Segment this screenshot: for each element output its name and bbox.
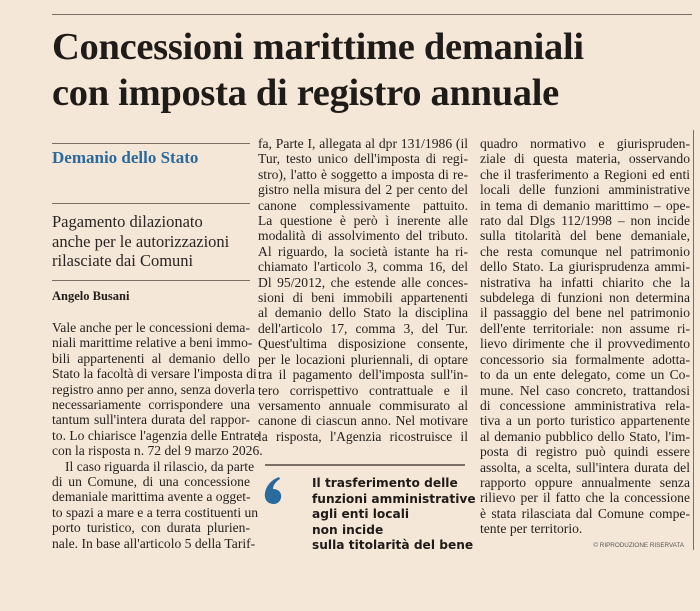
subtitle-line: anche per le autorizzazioni: [52, 231, 230, 251]
body-text-line: La questione è però ì inerente alle: [258, 213, 468, 229]
body-text-line: registro anno per anno, senza doverla: [52, 381, 256, 397]
body-text-line: Stato la facoltà di versare l'imposta di: [52, 366, 257, 382]
author-byline: Angelo Busani: [52, 289, 130, 303]
body-text-line: chiamato l'articolo 3, comma 16, del: [258, 259, 468, 275]
quote-rule: [265, 464, 465, 466]
subtitle-line: Pagamento dilazionato: [52, 212, 203, 231]
body-text-line: porto turistico, con durata plurien-: [52, 520, 250, 536]
body-text-line: tiva a un porto turistico appartenente: [480, 413, 690, 429]
body-text-line: demaniale marittima avente a ogget-: [52, 489, 251, 505]
body-text-line: rilievo per il fatto che la concessione: [480, 490, 690, 506]
kicker: Demanio dello Stato: [52, 148, 199, 167]
body-text-line: sulla titolarità del bene demaniale,: [480, 228, 690, 244]
body-text-line: to spazi a mare e a terra costituenti un: [52, 504, 259, 520]
author-rule: [52, 280, 250, 281]
body-text-line: dello Stato. La giurisprudenza ammi-: [480, 259, 690, 275]
body-text-line: mune. Nel caso concreto, trattandosi: [480, 382, 690, 398]
body-text-line: nale. In base all'articolo 5 della Tarif…: [52, 535, 256, 551]
pull-quote-line: non incide: [312, 522, 384, 537]
body-text-line: la risposta, l'Agenzia ricostruisce il: [258, 428, 468, 444]
body-text-line: assolta, a scelta, sull'intera durata de…: [480, 459, 690, 475]
body-text-line: tra il pagamento dell'imposta sull'in-: [258, 367, 468, 383]
body-text-line: posta di registro può quindi essere: [480, 444, 690, 460]
pull-quote-line: Il trasferimento delle: [312, 476, 458, 490]
headline: Concessioni marittime demaniali con impo…: [52, 24, 700, 116]
body-text-line: modalità di assolvimento del tributo.: [258, 228, 468, 244]
body-text-line: per le locazioni pluriennali, di optare: [258, 351, 468, 367]
body-text-line: to. Lo chiarisce l'agenzia delle Entrate: [52, 427, 260, 443]
subtitle-line: rilasciate dai Comuni: [52, 251, 194, 270]
copyright-notice: © RIPRODUZIONE RISERVATA: [593, 542, 684, 549]
body-text-line: niali marittime relative a beni immo-: [52, 335, 253, 351]
body-text-line: locali delle funzioni amministrative: [480, 182, 690, 198]
body-text-line: Quest'ultima disposizione consente,: [258, 336, 468, 352]
body-text-line: subdelega di funzioni non determina: [480, 290, 690, 306]
body-text-line: canone complessivamente pattuito.: [258, 197, 468, 213]
body-text-line: stro), l'atto è soggetto a imposta di re…: [258, 166, 468, 182]
kicker-rule: [52, 143, 250, 144]
body-text-line: tantum sull'intera durata del rappor-: [52, 412, 250, 428]
pull-quote: Il trasferimento delle funzioni amminist…: [312, 476, 476, 554]
body-text-line: al demanio dello Stato la disciplina: [258, 305, 468, 321]
body-text-line: dell'articolo 17, comma 3, del Tur.: [258, 320, 468, 336]
body-text-line: tente per territorio.: [480, 521, 583, 537]
body-text-line: quadro normativo e giurispruden-: [480, 136, 690, 151]
body-text-line: versamento annuale commisurato al: [258, 397, 468, 413]
body-text-line: sioni di beni immobili appartenenti: [258, 290, 468, 306]
body-text-line: gistro nella misura del 2 per cento del: [258, 182, 468, 198]
body-column-1: Vale anche per le concessioni dema-niali…: [52, 320, 263, 551]
body-text-line: ziale di questa materia, osservando: [480, 151, 690, 167]
body-text-line: to da un ente delegato, come un Co-: [480, 367, 690, 383]
pull-quote-line: agli enti locali: [312, 507, 410, 522]
body-text-line: Dl 95/2012, che estende alle conces-: [258, 274, 468, 290]
subtitle: Pagamento dilazionato anche per le autor…: [52, 212, 252, 271]
body-column-2: fa, Parte I, allegata al dpr 131/1986 (i…: [258, 136, 468, 444]
top-rule: [52, 14, 692, 15]
body-text-line: Il caso riguarda il rilascio, da parte: [65, 458, 255, 474]
body-text-line: bili appartenenti al demanio dello: [52, 350, 250, 366]
body-text-line: in tema di demanio marittimo – ope-: [480, 197, 690, 213]
body-column-3: quadro normativo e giurispruden-ziale di…: [480, 136, 690, 537]
body-text-line: necessariamente corrispondere una: [52, 397, 250, 413]
body-text-line: lievo dirimente che il provvedimento: [480, 336, 690, 352]
body-text-line: di un Comune, di una concessione: [52, 474, 250, 490]
body-text-line: rato dal Dlgs 112/1998 – non incide: [480, 213, 690, 229]
body-text-line: con la risposta n. 72 del 9 marzo 2026.: [52, 443, 263, 459]
body-text-line: canone di ciascun anno. Nel motivare: [258, 413, 468, 429]
column-divider: [693, 130, 694, 550]
body-text-line: fa, Parte I, allegata al dpr 131/1986 (i…: [258, 136, 468, 151]
body-text-line: Tur, testo unico dell'imposta di regi-: [258, 151, 468, 167]
pull-quote-line: funzioni amministrative: [312, 491, 476, 506]
body-text-line: di concessione amministrativa rela-: [480, 397, 690, 413]
body-text-line: tero corrispettivo contrattuale e il: [258, 382, 468, 398]
subtitle-rule: [52, 203, 250, 204]
body-text-line: nistrativa ha infatti chiarito che la: [480, 274, 690, 290]
body-text-line: che resta comunque nel patrimonio: [480, 243, 690, 259]
pull-quote-line: sulla titolarità del bene: [312, 538, 474, 553]
body-text-line: Al riguardo, la società istante ha ri-: [258, 243, 468, 259]
body-text-line: al demanio pubblico dello Stato, l'im-: [480, 428, 690, 444]
body-text-line: rapporto oppure annualmente senza: [480, 474, 690, 490]
body-text-line: il passaggio del bene nel patrimonio: [480, 305, 690, 321]
body-text-line: Vale anche per le concessioni dema-: [52, 320, 250, 335]
headline-line: con imposta di registro annuale: [52, 72, 559, 114]
body-text-line: concessorio sia formalmente adotta-: [480, 351, 690, 367]
headline-line: Concessioni marittime demaniali: [52, 26, 584, 68]
body-text-line: che il trasferimento a Regioni ed enti: [480, 166, 690, 182]
quote-mark-icon: [264, 477, 282, 504]
body-text-line: dell'ente territoriale: non assume ri-: [480, 320, 690, 336]
body-text-line: è stata rilasciata dal Comune compe-: [480, 505, 690, 521]
